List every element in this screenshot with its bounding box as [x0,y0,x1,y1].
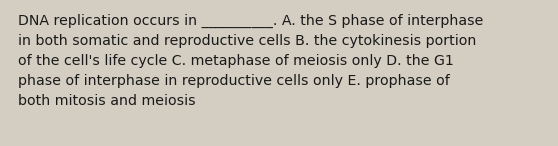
Text: DNA replication occurs in __________. A. the S phase of interphase
in both somat: DNA replication occurs in __________. A.… [18,14,483,108]
